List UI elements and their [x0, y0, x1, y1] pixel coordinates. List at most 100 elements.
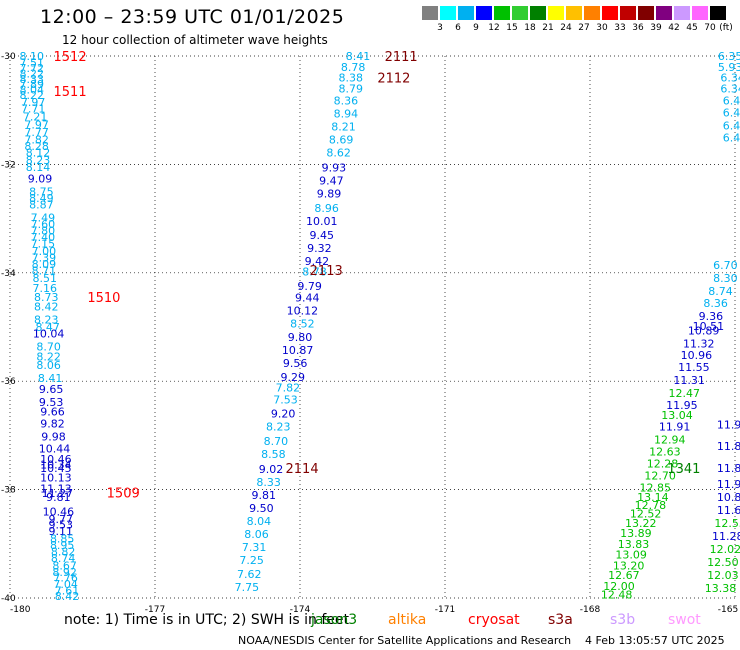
swh-label: 8.23 [266, 421, 291, 434]
swh-label: 7.82 [276, 382, 301, 395]
swh-label: 8.85 [50, 532, 75, 545]
swh-label: 12.85 [640, 481, 672, 494]
swh-label: 12.00 [603, 580, 635, 593]
swh-label: 13.38 [705, 582, 737, 595]
swh-label: 12.67 [608, 569, 640, 582]
swh-label: 7.76 [53, 571, 78, 584]
time-label: 2112 [377, 72, 410, 87]
swh-label: 9.77 [49, 513, 74, 526]
swh-label: 7.40 [31, 231, 56, 244]
legend-swatch [566, 6, 582, 20]
y-tick-label: -34 [1, 269, 16, 279]
swh-label: 8.36 [334, 94, 359, 107]
swh-label: 8.33 [256, 476, 281, 489]
swh-label: 6.34 [720, 83, 740, 96]
swh-label: 12.78 [635, 499, 667, 512]
swh-label: 8.12 [26, 146, 51, 159]
legend-swatch [458, 6, 474, 20]
legend-label: 12 [488, 23, 500, 33]
x-tick-label: -171 [435, 605, 455, 615]
legend-label: 3 [437, 23, 443, 33]
swh-label: 9.82 [40, 417, 65, 430]
swh-label: 11.80 [717, 440, 740, 453]
satellite-legend-s3a: s3a [548, 612, 573, 628]
swh-label: 8.41 [346, 50, 371, 63]
swh-label: 8.69 [329, 133, 354, 146]
swh-label: 7.72 [20, 62, 45, 75]
swh-label: 10.46 [43, 505, 75, 518]
legend-label: 18 [524, 23, 536, 33]
swh-label: 12.03 [707, 569, 739, 582]
swh-label: 8.22 [20, 89, 45, 102]
swh-label: 8.78 [341, 61, 366, 74]
time-label: 1510 [87, 291, 120, 306]
swh-label: 9.20 [271, 408, 296, 421]
time-label: 1509 [107, 486, 140, 501]
swh-label: 8.96 [314, 202, 339, 215]
swh-label: 10.87 [282, 344, 314, 357]
swh-label: 11.95 [666, 399, 698, 412]
swh-label: 6.35 [718, 50, 740, 63]
legend-swatch [674, 6, 690, 20]
y-tick-label: -32 [1, 160, 16, 170]
swh-label: 5.93 [718, 61, 740, 74]
swh-label: 8.52 [290, 318, 315, 331]
swh-label: 8.62 [326, 146, 351, 159]
swh-label: 9.98 [41, 430, 66, 443]
legend-swatch [710, 6, 726, 20]
swh-label: 10.04 [33, 328, 65, 341]
legend-swatch [656, 6, 672, 20]
legend-swatch [512, 6, 528, 20]
footer-credit: NOAA/NESDIS Center for Satellite Applica… [238, 634, 572, 647]
legend-label: 33 [614, 23, 626, 33]
swh-label: 8.74 [708, 285, 733, 298]
legend-unit: (ft) [719, 23, 733, 33]
track-s3a: 8.418.788.388.798.368.948.218.698.629.93… [235, 50, 418, 594]
legend-label: 70 [704, 23, 716, 33]
swh-label: 7.80 [31, 225, 56, 238]
swh-label: 8.78 [302, 266, 327, 279]
swh-label: 8.36 [703, 297, 728, 310]
swh-label: 7.16 [33, 282, 58, 295]
swh-label: 13.14 [637, 491, 669, 504]
swh-label: 7.60 [31, 218, 56, 231]
swh-label: 7.75 [235, 581, 260, 594]
swh-label: 13.89 [620, 527, 652, 540]
swh-label: 8.42 [55, 590, 80, 603]
swh-label: 9.89 [317, 188, 342, 201]
time-label: 2113 [310, 264, 343, 279]
time-label: 1512 [54, 50, 87, 65]
swh-label: 8.33 [20, 73, 45, 86]
legend-label: 24 [560, 23, 572, 33]
legend-swatch [620, 6, 636, 20]
legend-swatch [548, 6, 564, 20]
swh-label: 12.48 [601, 589, 633, 602]
swh-label: 13.83 [618, 538, 650, 551]
swh-label: 7.49 [31, 212, 56, 225]
swh-label: 7.53 [273, 394, 298, 407]
swh-label: 13.22 [625, 517, 657, 530]
swh-label: 11.55 [678, 361, 710, 374]
footer-date: 4 Feb 13:05:57 UTC 2025 [585, 634, 725, 647]
swh-label: 9.11 [49, 525, 74, 538]
swh-label: 9.56 [283, 357, 308, 370]
legend-label: 36 [632, 23, 644, 33]
swh-label: 10.96 [681, 349, 713, 362]
swh-label: 8.87 [29, 199, 54, 212]
swh-label: 12.63 [649, 446, 681, 459]
legend-swatch [530, 6, 546, 20]
swh-label: 8.92 [52, 566, 77, 579]
swh-label: 8.04 [247, 515, 272, 528]
x-tick-label: -168 [580, 605, 601, 615]
swh-label: 11.27 [42, 487, 74, 500]
swh-label: 7.82 [24, 133, 49, 146]
swh-label: 9.45 [310, 229, 335, 242]
swh-label: 8.22 [36, 350, 61, 363]
swh-label: 7.15 [31, 238, 56, 251]
x-tick-label: -177 [145, 605, 165, 615]
satellite-legend-jason3: jason3 [311, 612, 358, 628]
swh-label: 7.97 [21, 96, 46, 109]
legend-swatch [638, 6, 654, 20]
swh-label: 12.55 [714, 517, 740, 530]
swh-label: 10.44 [39, 442, 71, 455]
